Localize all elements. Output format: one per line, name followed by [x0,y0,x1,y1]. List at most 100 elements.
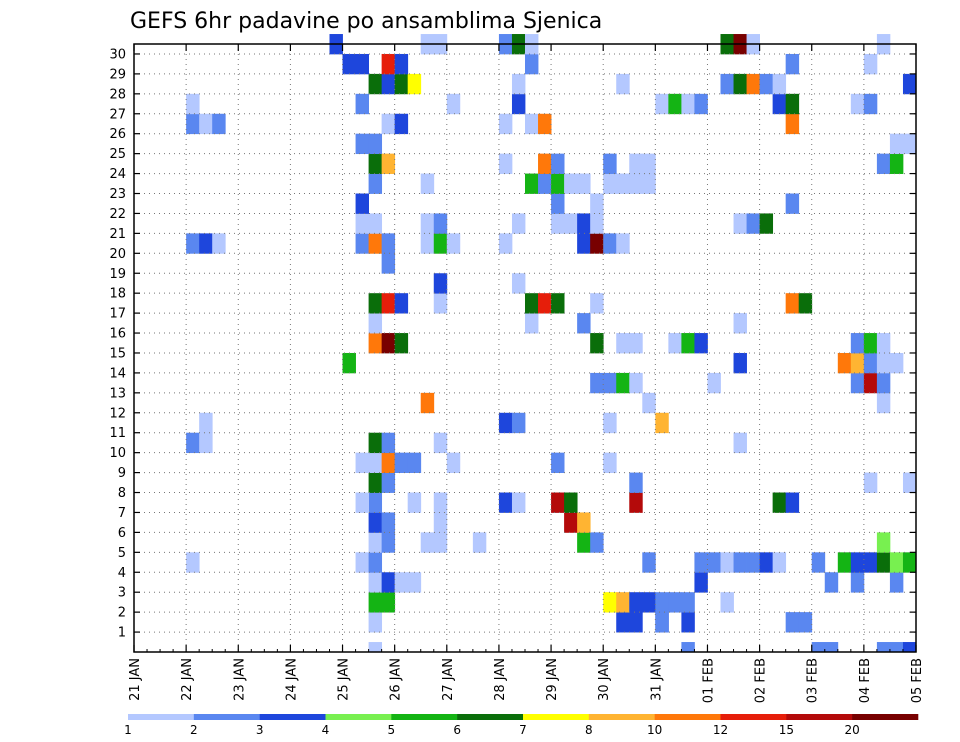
precip-cell [525,173,539,194]
precip-cell [603,153,617,174]
precip-cell [368,133,383,155]
precip-cell [525,293,539,314]
y-tick-label: 7 [118,506,126,521]
precip-cell [368,492,383,513]
precip-cell [876,333,891,354]
precip-cell [629,612,643,633]
precip-cell [616,372,630,394]
precip-cell [498,233,513,254]
precip-cell [616,73,630,95]
precip-cell [850,333,865,354]
precip-cell [381,472,396,493]
precip-cell [368,472,383,493]
precip-cell [733,432,747,454]
precip-cell [551,452,565,473]
precip-cell [577,233,591,254]
precip-cell [590,532,604,553]
precip-cell [772,552,787,573]
precip-cell [889,552,904,573]
precip-cell [616,173,630,194]
precip-cell [785,193,800,214]
precip-cell [681,612,695,633]
precip-cell [381,233,396,254]
precip-cell [850,572,865,593]
precip-cell [902,552,917,573]
precip-cell [642,552,656,573]
precip-cell [368,592,383,613]
precip-cell [394,293,409,314]
precip-cell [798,293,813,314]
precip-cell [785,93,800,115]
legend-label: 12 [713,723,728,737]
legend-label: 7 [519,723,527,737]
legend-swatch [588,714,655,720]
precip-cell [668,333,682,354]
precip-cell [355,233,369,254]
precip-cell [863,333,878,354]
precip-cell [837,352,852,374]
precip-cell [525,313,539,334]
precip-cell [394,53,409,75]
y-tick-label: 25 [109,147,126,162]
precip-cell [629,372,643,394]
precip-cell [368,213,383,234]
precip-cell [616,612,630,633]
precip-cell [902,472,917,493]
y-tick-label: 13 [109,386,126,401]
legend-label: 5 [388,723,396,737]
precip-cell [381,253,396,274]
precip-cell [407,452,422,473]
precip-cell [381,333,396,354]
precip-cell [368,532,383,553]
y-tick-label: 24 [109,167,126,182]
precip-cell [850,352,865,374]
precip-cell [850,93,865,115]
precip-cell [889,133,904,155]
legend-label: 2 [190,723,198,737]
y-tick-label: 19 [109,267,126,282]
precip-cell [368,333,383,354]
precip-cell [668,93,682,115]
y-tick-label: 4 [118,566,126,581]
precip-cell [811,642,826,653]
y-tick-label: 10 [109,446,126,461]
precip-cell [368,293,383,314]
y-tick-label: 26 [109,127,126,142]
legend-label: 10 [647,723,662,737]
precip-cell [511,213,526,234]
precip-cell [759,73,774,95]
precip-cell [889,572,904,593]
precip-cell [538,173,552,194]
precip-cell [368,233,383,254]
y-tick-label: 15 [109,346,126,361]
precip-cell [876,642,891,653]
precip-cell [407,572,422,593]
precip-cell [381,153,396,174]
precip-cell [746,552,760,573]
precip-cell [564,213,578,234]
precip-cell [603,452,617,473]
precip-cell [199,432,213,454]
precip-cell [902,73,917,95]
precip-cell [433,512,448,533]
precip-cell [538,113,552,135]
precip-cell [381,512,396,533]
legend-swatch [654,714,721,720]
precip-cell [186,233,200,254]
y-tick-label: 5 [118,546,126,561]
precip-cell [511,93,526,115]
x-tick-label: 25 JAN [337,658,352,701]
precip-cell [876,352,891,374]
precip-cell [186,432,200,454]
legend-label: 3 [256,723,264,737]
precip-cell [577,313,591,334]
x-tick-label: 29 JAN [545,658,560,701]
y-tick-label: 22 [109,207,126,222]
precip-cell [381,432,396,454]
y-tick-label: 30 [109,47,126,62]
precip-cell [603,233,617,254]
precip-cell [655,592,669,613]
precip-cell [642,153,656,174]
precip-cell [420,233,435,254]
precip-cell [538,153,552,174]
